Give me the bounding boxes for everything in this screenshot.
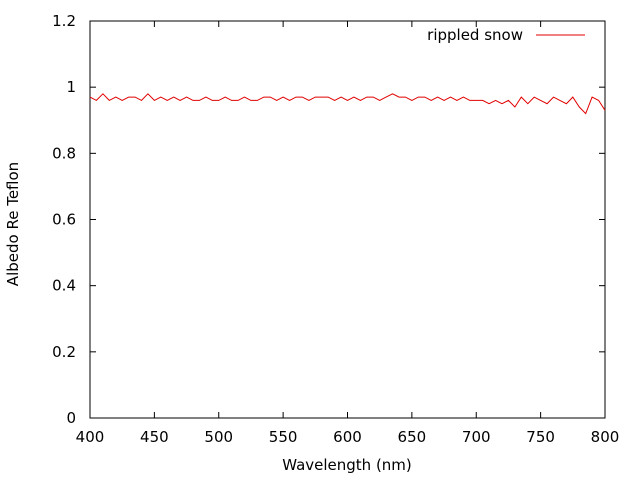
plot-frame — [89, 20, 606, 419]
y-tick-label: 0.6 — [52, 211, 76, 229]
legend-label: rippled snow — [427, 26, 523, 44]
series-group — [89, 93, 606, 115]
series-line-0 — [89, 93, 606, 115]
y-tick-label: 0 — [66, 409, 76, 427]
legend: rippled snow — [427, 26, 585, 44]
x-axis-label: Wavelength (nm) — [282, 456, 412, 474]
x-tick-label: 650 — [398, 428, 427, 446]
y-axis-label: Albedo Re Teflon — [4, 162, 22, 286]
y-tick-label: 0.4 — [52, 277, 76, 295]
y-tick-label: 0.2 — [52, 343, 76, 361]
y-axis-ticks: 0 0.2 0.4 0.6 0.8 1 1.2 — [52, 12, 605, 427]
x-tick-label: 800 — [591, 428, 620, 446]
x-tick-label: 400 — [76, 428, 105, 446]
x-tick-label: 700 — [462, 428, 491, 446]
x-tick-label: 450 — [140, 428, 169, 446]
x-tick-label: 750 — [526, 428, 555, 446]
x-tick-label: 550 — [269, 428, 298, 446]
y-tick-label: 1.2 — [52, 12, 76, 30]
y-tick-label: 1 — [66, 78, 76, 96]
y-tick-label: 0.8 — [52, 144, 76, 162]
x-axis-ticks: 400 450 500 550 600 650 700 750 800 — [76, 21, 620, 446]
x-tick-label: 600 — [333, 428, 362, 446]
x-tick-label: 500 — [204, 428, 233, 446]
